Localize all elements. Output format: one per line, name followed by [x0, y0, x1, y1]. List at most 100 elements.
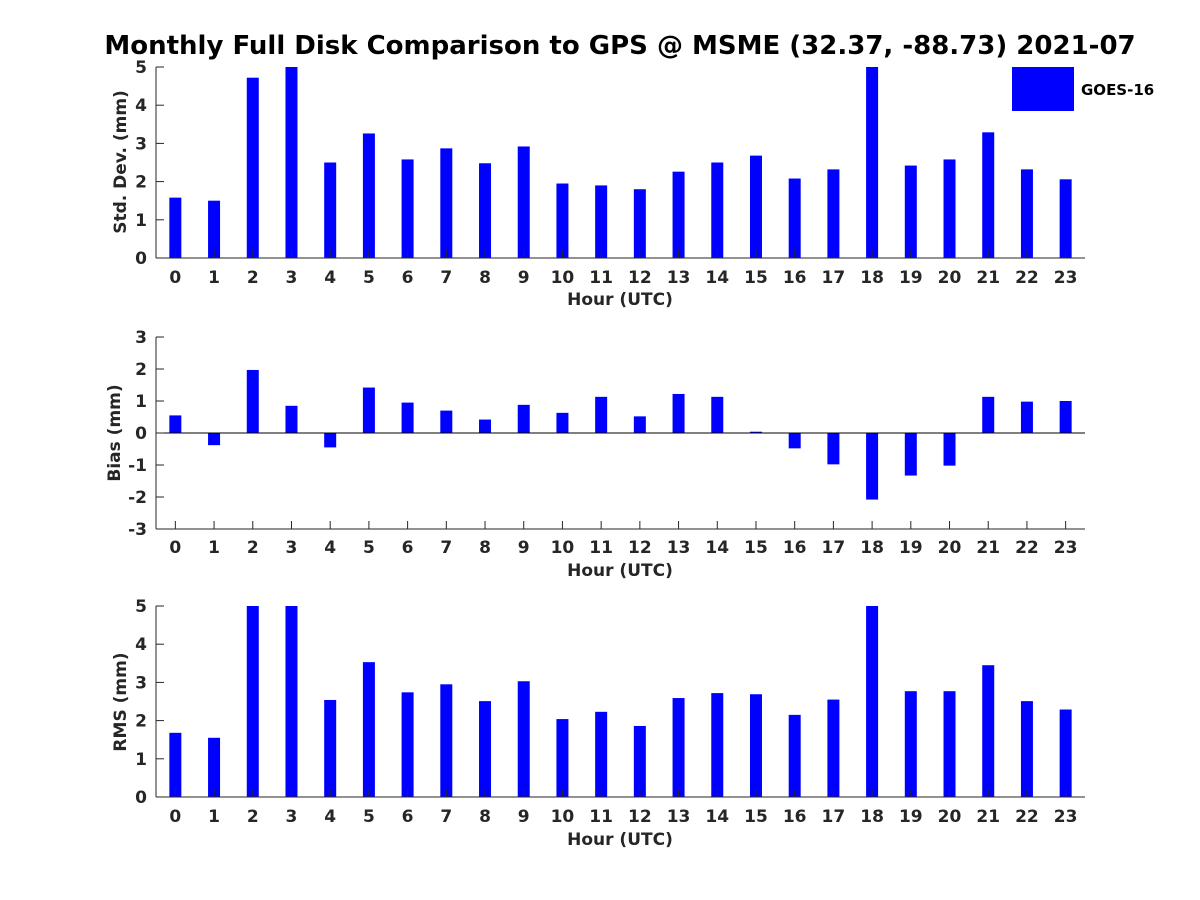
rms-y-tick-label: 3 — [135, 673, 147, 693]
stddev-x-tick-label: 17 — [822, 268, 846, 288]
bias-bar-hour-12 — [633, 416, 646, 433]
bias-x-tick-label: 21 — [976, 538, 1000, 558]
stddev-x-tick-label: 20 — [938, 268, 962, 288]
bias-x-tick-label: 13 — [667, 538, 691, 558]
bias-bars — [156, 369, 1085, 500]
bias-x-tick-label: 0 — [169, 538, 181, 558]
rms-x-tick-label: 14 — [705, 807, 729, 827]
bias-y-axis-label: Bias (mm) — [105, 384, 125, 481]
rms-y-ticks: 0 1 2 3 4 5 — [135, 597, 164, 808]
stddev-x-tick-label: 7 — [440, 268, 452, 288]
rms-x-tick-label: 7 — [440, 807, 452, 827]
bias-x-axis-label: Hour (UTC) — [567, 561, 673, 581]
bias-y-tick-label: 3 — [135, 328, 147, 348]
bias-x-tick-label: 3 — [286, 538, 298, 558]
bias-x-tick-label: 9 — [518, 538, 530, 558]
stddev-bar-hour-13 — [672, 171, 685, 258]
rms-x-tick-label: 20 — [938, 807, 962, 827]
stddev-bar-hour-11 — [595, 185, 608, 258]
rms-bar-hour-6 — [401, 692, 414, 797]
bias-bar-hour-19 — [904, 433, 917, 476]
bias-x-tick-label: 2 — [247, 538, 259, 558]
rms-bar-hour-7 — [440, 684, 453, 797]
bias-bar-hour-7 — [440, 410, 453, 433]
stddev-bar-hour-0 — [169, 197, 182, 258]
rms-x-tick-label: 0 — [169, 807, 181, 827]
rms-bar-hour-15 — [749, 694, 762, 797]
rms-x-tick-label: 2 — [247, 807, 259, 827]
bias-x-tick-label: 22 — [1015, 538, 1039, 558]
stddev-bar-hour-23 — [1059, 179, 1072, 258]
rms-x-tick-label: 8 — [479, 807, 491, 827]
bias-bar-hour-20 — [943, 433, 956, 466]
bias-x-tick-label: 4 — [324, 538, 336, 558]
stddev-bar-hour-15 — [749, 155, 762, 258]
stddev-x-tick-label: 10 — [551, 268, 575, 288]
bias-bar-hour-9 — [517, 404, 530, 433]
rms-x-tick-label: 6 — [402, 807, 414, 827]
stddev-x-tick-label: 23 — [1054, 268, 1078, 288]
bias-bar-hour-2 — [246, 369, 259, 433]
bias-x-ticks: 0 1 2 3 4 5 6 7 8 9 10 11 12 13 14 15 16 17 18 19 20 21 22 23 — [156, 521, 1085, 558]
bias-bar-hour-14 — [711, 396, 724, 433]
bias-x-tick-label: 1 — [208, 538, 220, 558]
bias-y-tick-label: -3 — [128, 520, 147, 540]
stddev-bar-hour-14 — [711, 162, 724, 258]
rms-x-tick-label: 22 — [1015, 807, 1039, 827]
legend: GOES-16 — [1012, 67, 1154, 111]
bias-bar-hour-16 — [788, 433, 801, 449]
stddev-bar-hour-12 — [633, 189, 646, 258]
bias-bar-hour-17 — [827, 433, 840, 465]
stddev-x-axis-label: Hour (UTC) — [567, 290, 673, 310]
stddev-x-tick-label: 3 — [286, 268, 298, 288]
bias-x-tick-label: 7 — [440, 538, 452, 558]
stddev-bar-hour-7 — [440, 148, 453, 258]
chart-title: Monthly Full Disk Comparison to GPS @ MS… — [104, 31, 1135, 61]
rms-bar-hour-2 — [246, 606, 259, 797]
rms-x-tick-label: 15 — [744, 807, 768, 827]
bias-x-tick-label: 18 — [860, 538, 884, 558]
rms-bar-hour-16 — [788, 714, 801, 797]
rms-x-tick-label: 1 — [208, 807, 220, 827]
rms-bar-hour-23 — [1059, 709, 1072, 797]
rms-x-tick-label: 5 — [363, 807, 375, 827]
rms-x-ticks: 0 1 2 3 4 5 6 7 8 9 10 11 12 13 14 15 16 17 18 19 20 21 22 23 — [156, 789, 1085, 827]
stddev-bar-hour-6 — [401, 159, 414, 258]
stddev-x-tick-label: 1 — [208, 268, 220, 288]
rms-x-tick-label: 21 — [976, 807, 1000, 827]
bias-bar-hour-3 — [285, 405, 298, 433]
bias-y-tick-label: 2 — [135, 360, 147, 380]
stddev-x-tick-label: 11 — [589, 268, 613, 288]
rms-bar-hour-10 — [556, 719, 569, 797]
stddev-bar-hour-17 — [827, 169, 840, 258]
bias-x-tick-label: 5 — [363, 538, 375, 558]
stddev-bar-hour-19 — [904, 165, 917, 258]
stddev-x-tick-label: 18 — [860, 268, 884, 288]
rms-x-tick-label: 3 — [286, 807, 298, 827]
stddev-x-tick-label: 9 — [518, 268, 530, 288]
bias-x-tick-label: 20 — [938, 538, 962, 558]
bias-x-tick-label: 19 — [899, 538, 923, 558]
bias-x-tick-label: 11 — [589, 538, 613, 558]
bias-x-tick-label: 10 — [551, 538, 575, 558]
rms-bar-hour-9 — [517, 681, 530, 797]
rms-x-tick-label: 13 — [667, 807, 691, 827]
stddev-bar-hour-22 — [1020, 169, 1033, 258]
stddev-bar-hour-21 — [982, 132, 995, 258]
rms-bar-hour-4 — [324, 699, 337, 797]
bias-bar-hour-22 — [1020, 401, 1033, 433]
bias-bar-hour-4 — [324, 433, 337, 448]
stddev-bar-hour-3 — [285, 67, 298, 258]
stddev-y-tick-label: 4 — [135, 96, 147, 116]
stddev-x-tick-label: 14 — [705, 268, 729, 288]
bias-bar-hour-13 — [672, 393, 685, 433]
bias-x-tick-label: 15 — [744, 538, 768, 558]
bias-x-tick-label: 12 — [628, 538, 652, 558]
legend-swatch-goes16 — [1012, 67, 1074, 111]
bias-bar-hour-10 — [556, 412, 569, 433]
stddev-x-tick-label: 15 — [744, 268, 768, 288]
stddev-bar-hour-4 — [324, 162, 337, 258]
stddev-x-tick-label: 16 — [783, 268, 807, 288]
